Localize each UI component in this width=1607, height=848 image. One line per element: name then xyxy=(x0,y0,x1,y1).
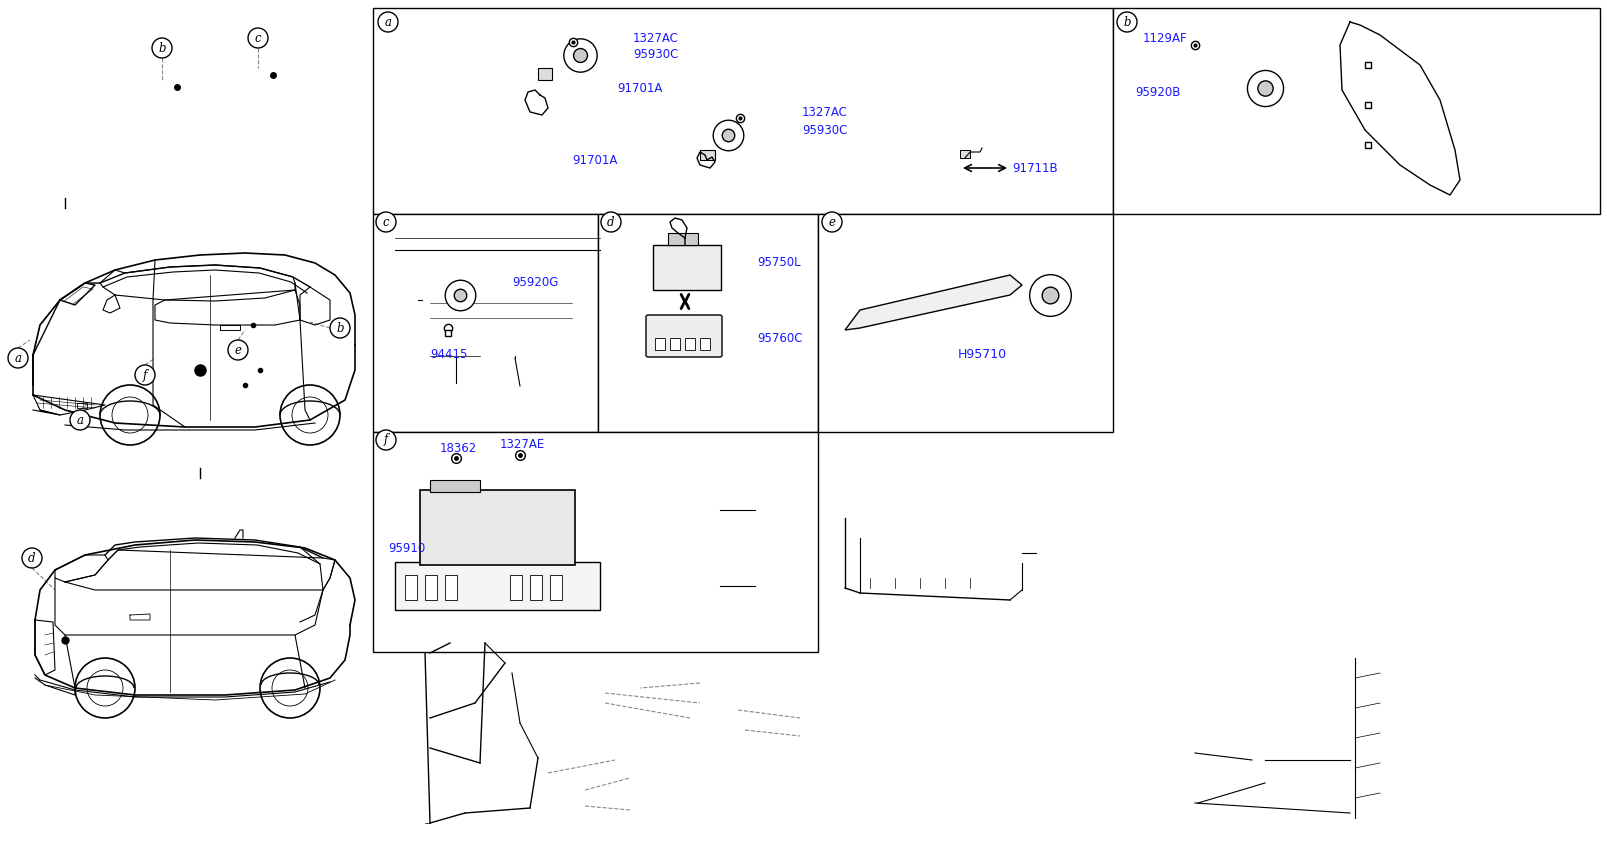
Bar xyxy=(405,575,416,600)
Text: 95750L: 95750L xyxy=(757,255,800,269)
Text: 91701A: 91701A xyxy=(572,153,617,166)
Bar xyxy=(530,575,542,600)
Bar xyxy=(656,338,665,350)
Bar xyxy=(373,8,1114,214)
Circle shape xyxy=(71,410,90,430)
Text: 1129AF: 1129AF xyxy=(1143,31,1188,44)
Bar xyxy=(701,150,715,160)
Text: b: b xyxy=(336,321,344,334)
Bar xyxy=(669,233,697,245)
Bar xyxy=(431,480,480,492)
Bar xyxy=(670,338,680,350)
Circle shape xyxy=(823,212,842,232)
Bar xyxy=(445,575,456,600)
Circle shape xyxy=(135,365,154,385)
Bar xyxy=(550,575,562,600)
Circle shape xyxy=(8,348,27,368)
Text: d: d xyxy=(607,215,615,228)
Text: e: e xyxy=(829,215,836,228)
Text: 95930C: 95930C xyxy=(633,48,678,62)
Text: b: b xyxy=(157,42,166,54)
Circle shape xyxy=(247,28,268,48)
Bar xyxy=(598,214,818,432)
Circle shape xyxy=(1117,12,1138,32)
Text: 95910: 95910 xyxy=(387,542,426,555)
Circle shape xyxy=(22,548,42,568)
Bar xyxy=(509,575,522,600)
Text: 1327AC: 1327AC xyxy=(802,105,848,119)
Bar xyxy=(538,68,551,80)
Text: 91701A: 91701A xyxy=(617,81,662,94)
Circle shape xyxy=(153,38,172,58)
Bar xyxy=(373,214,598,432)
Text: c: c xyxy=(254,31,262,44)
Bar xyxy=(373,432,818,652)
Text: 95760C: 95760C xyxy=(757,332,802,344)
Text: a: a xyxy=(384,15,392,29)
Circle shape xyxy=(601,212,620,232)
Text: 95930C: 95930C xyxy=(802,124,847,137)
Bar xyxy=(1114,8,1601,214)
Bar xyxy=(419,490,575,565)
Text: f: f xyxy=(143,369,148,382)
Bar xyxy=(652,245,722,290)
Circle shape xyxy=(376,212,395,232)
Bar xyxy=(818,214,1114,432)
FancyBboxPatch shape xyxy=(646,315,722,357)
Text: H95710: H95710 xyxy=(958,349,1008,361)
Circle shape xyxy=(378,12,399,32)
Circle shape xyxy=(329,318,350,338)
Bar xyxy=(959,150,971,158)
Text: 91711B: 91711B xyxy=(1012,161,1057,175)
Circle shape xyxy=(228,340,247,360)
Text: d: d xyxy=(29,551,35,565)
Text: a: a xyxy=(14,352,21,365)
Text: 94415: 94415 xyxy=(431,349,468,361)
Circle shape xyxy=(376,430,395,450)
Text: 95920B: 95920B xyxy=(1135,86,1181,98)
Polygon shape xyxy=(845,275,1022,330)
Text: 18362: 18362 xyxy=(440,442,477,455)
Bar xyxy=(701,338,710,350)
Text: b: b xyxy=(1123,15,1131,29)
Text: f: f xyxy=(384,433,389,447)
Text: 1327AE: 1327AE xyxy=(500,438,545,451)
Text: e: e xyxy=(235,343,241,356)
Text: a: a xyxy=(77,414,84,427)
Text: c: c xyxy=(382,215,389,228)
Text: 1327AC: 1327AC xyxy=(633,31,678,44)
Bar xyxy=(685,338,694,350)
Bar xyxy=(395,562,599,610)
Text: 95920G: 95920G xyxy=(513,276,558,289)
Bar xyxy=(424,575,437,600)
